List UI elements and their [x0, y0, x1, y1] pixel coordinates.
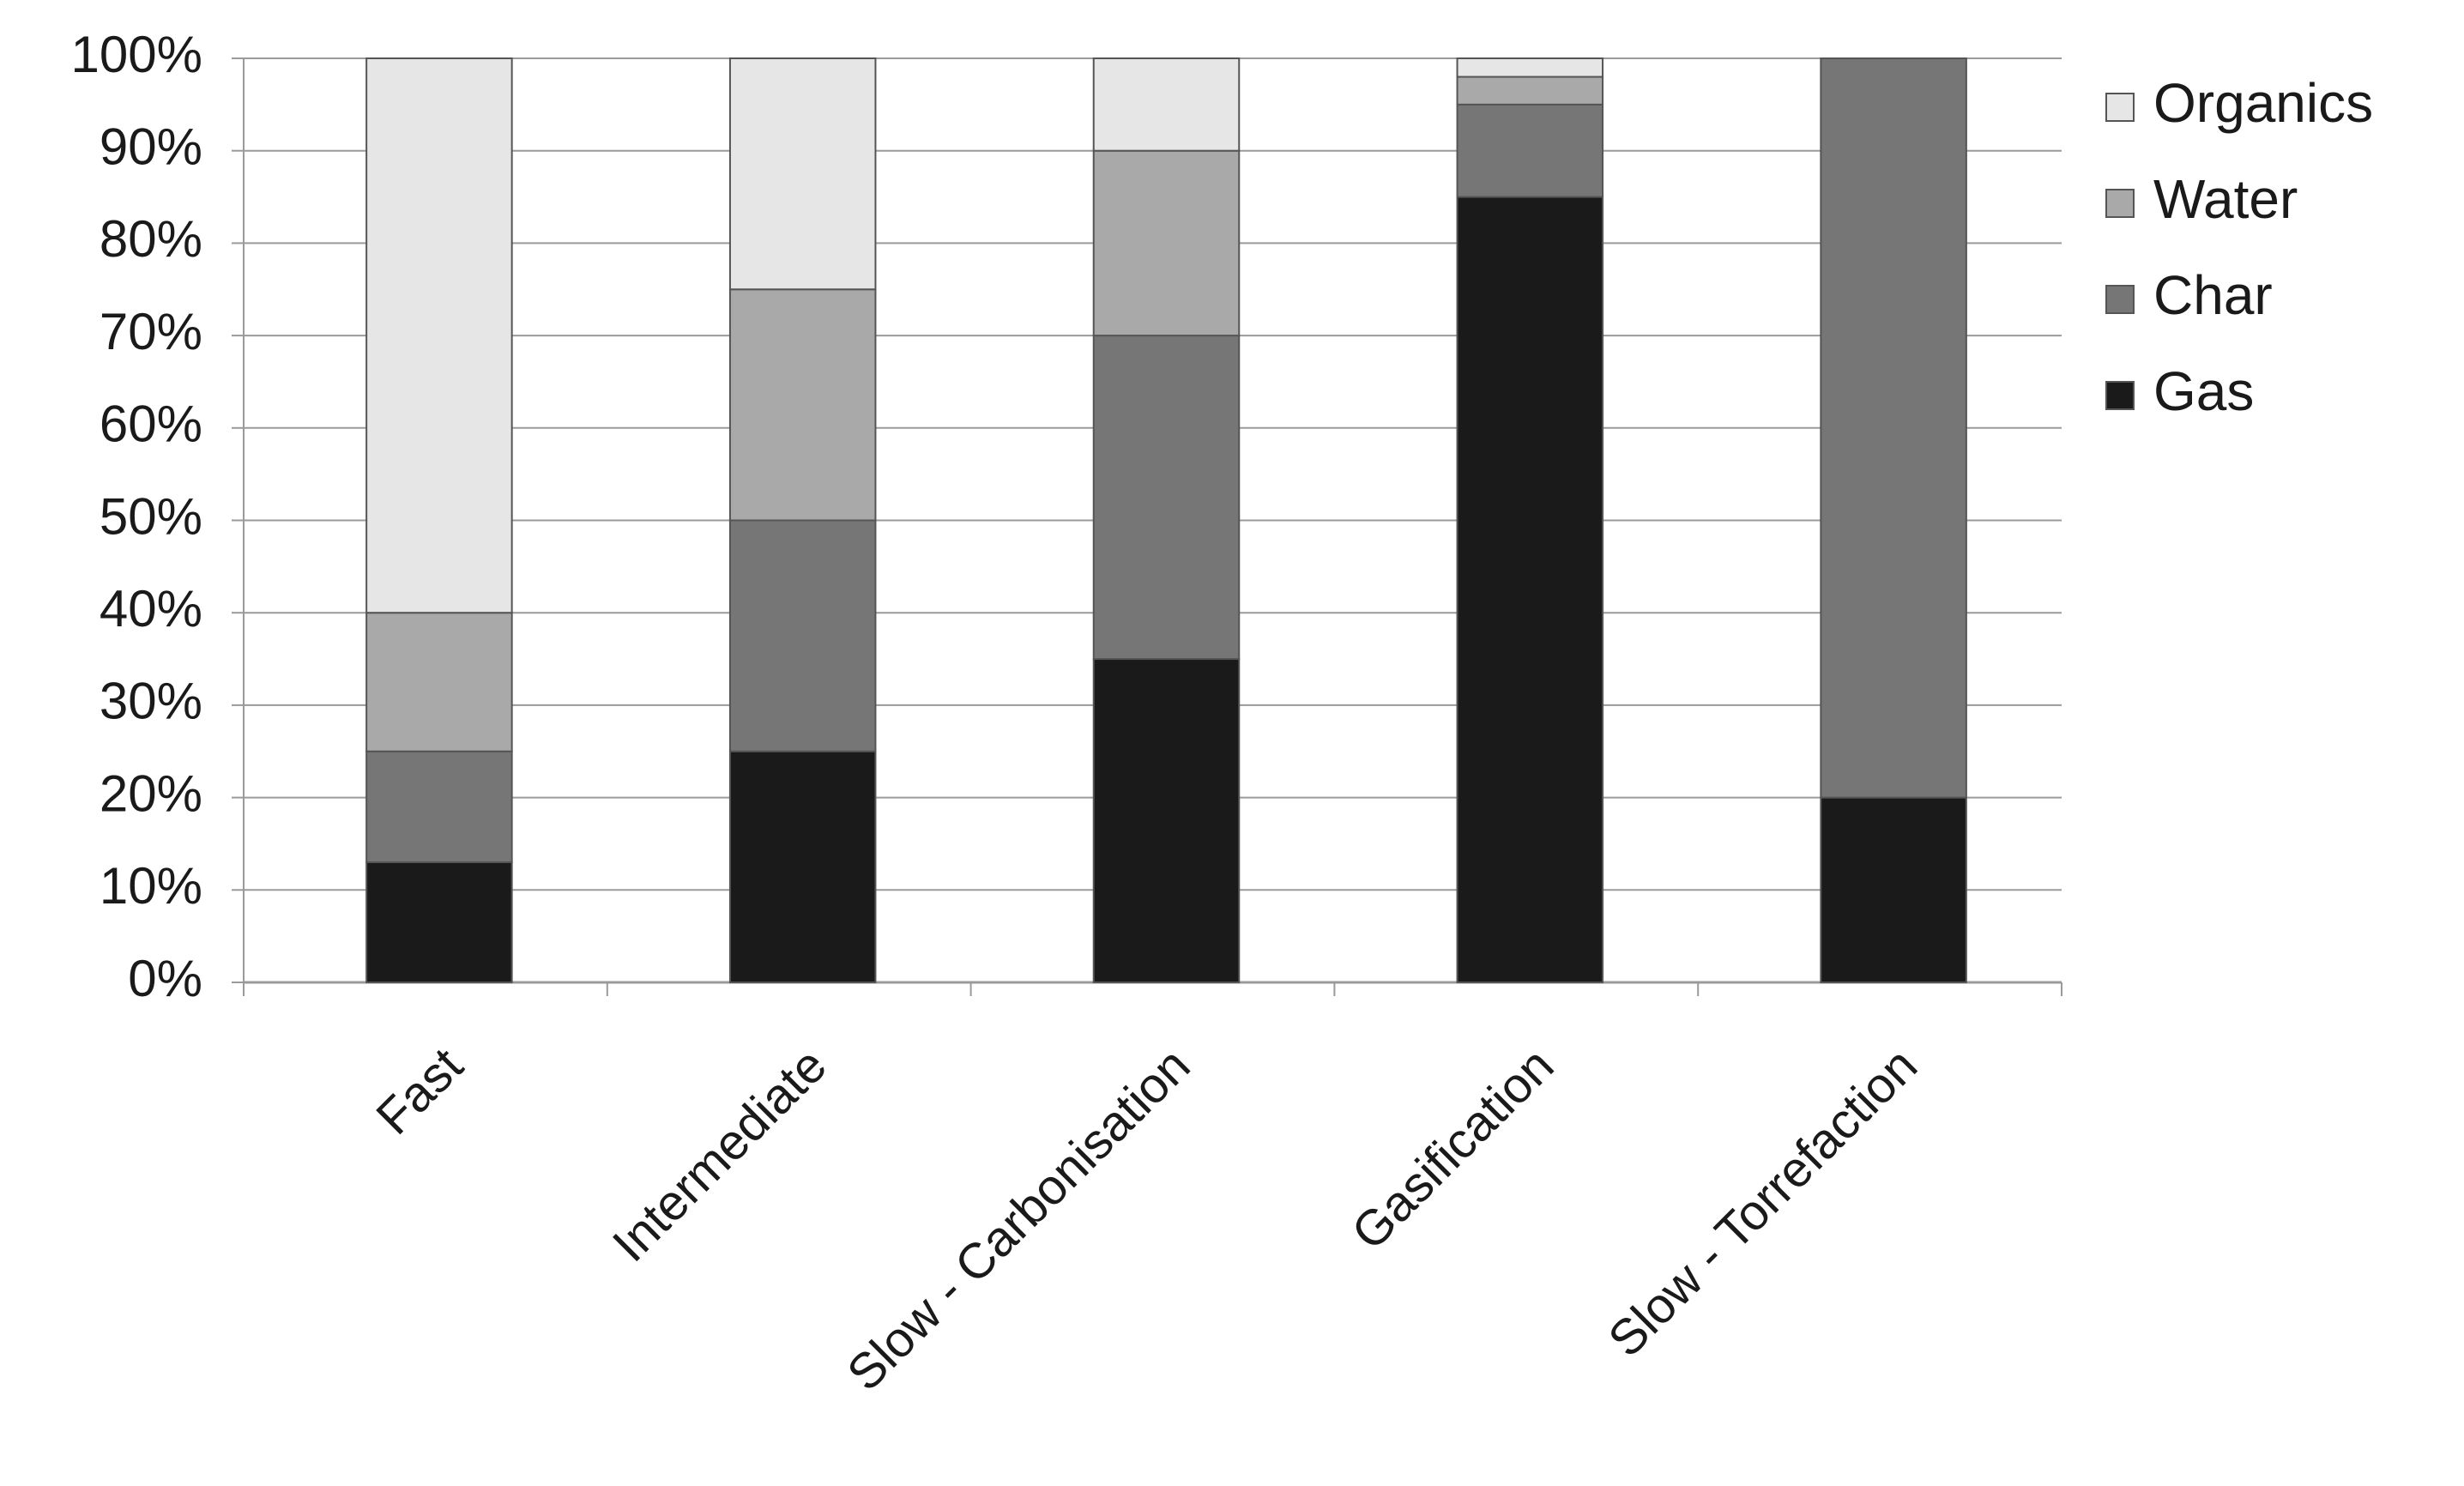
x-tick-label: Slow - Torrefaction [1597, 1037, 1928, 1368]
bar-segment [1456, 76, 1604, 106]
y-tick-label: 50% [100, 487, 202, 545]
legend-swatch [2105, 285, 2135, 314]
y-tick-label: 60% [100, 396, 202, 453]
bar-segment [365, 57, 513, 614]
bar-segment [1092, 149, 1241, 337]
bar-segment [1092, 335, 1241, 661]
legend-label: Water [2153, 168, 2298, 230]
legend-swatch [2105, 93, 2135, 122]
x-tick-label: Gasification [1341, 1037, 1564, 1260]
y-tick-label: 90% [100, 118, 202, 176]
legend-swatch [2105, 381, 2135, 410]
bar-segment [728, 750, 877, 983]
x-tick-label: Fast [365, 1037, 474, 1145]
bar-segment [1820, 57, 1967, 799]
legend-swatch [2105, 189, 2135, 218]
y-tick-label: 10% [100, 857, 202, 915]
bar-segment [728, 519, 877, 752]
legend-label: Char [2153, 264, 2273, 326]
bar-segment [1820, 796, 1967, 983]
bar-segment [728, 57, 877, 291]
y-tick-label: 20% [100, 764, 202, 822]
x-tick-label: Slow - Carbonisation [836, 1037, 1200, 1401]
bar-segment [1456, 103, 1604, 198]
bar-segment [1456, 196, 1604, 984]
bar-segment [365, 750, 513, 863]
bar-segment [365, 861, 513, 983]
bar-segment [1456, 57, 1604, 78]
y-tick-label: 40% [100, 580, 202, 637]
bar-segment [365, 612, 513, 752]
y-tick-label: 100% [71, 26, 202, 83]
y-tick-label: 0% [128, 950, 202, 1007]
bar-segment [728, 288, 877, 522]
bar-segment [1092, 658, 1241, 983]
y-tick-label: 70% [100, 303, 202, 360]
legend-label: Organics [2153, 72, 2373, 134]
legend-label: Gas [2153, 360, 2254, 422]
x-tick-label: Intermediate [602, 1037, 837, 1272]
bar-segment [1092, 57, 1241, 152]
y-tick-label: 80% [100, 210, 202, 268]
y-tick-label: 30% [100, 673, 202, 730]
